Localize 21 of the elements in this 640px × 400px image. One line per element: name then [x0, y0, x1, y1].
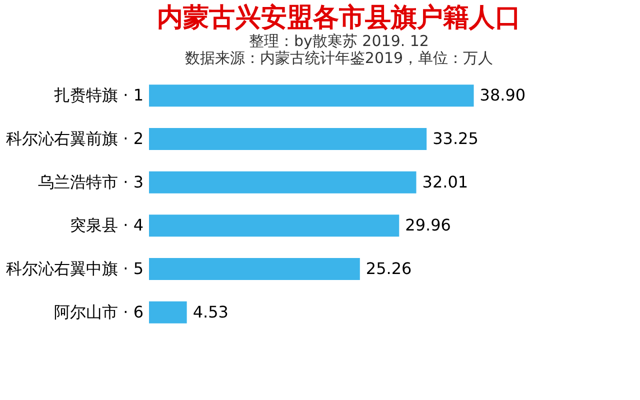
y-tick-label: 扎赉特旗 · 1: [54, 86, 144, 105]
chart-title: 内蒙古兴安盟各市县旗户籍人口: [157, 3, 521, 33]
bar: [149, 258, 360, 280]
chart-subtitle: 整理：by散寒苏 2019. 12: [249, 32, 429, 50]
y-tick-label: 科尔沁右翼前旗 · 2: [6, 129, 144, 148]
data-label: 29.96: [405, 216, 451, 235]
bar: [149, 214, 400, 237]
data-label: 33.25: [432, 129, 478, 148]
y-tick-label: 阿尔山市 · 6: [54, 302, 144, 322]
y-tick-label: 乌兰浩特市 · 3: [38, 172, 144, 192]
bar: [149, 128, 427, 150]
bar: [149, 84, 474, 107]
bar: [149, 301, 187, 324]
y-tick-label: 突泉县 · 4: [70, 216, 144, 235]
source-note: 数据来源：内蒙古统计年鉴2019，单位：万人: [184, 49, 494, 67]
data-label: 32.01: [422, 172, 468, 192]
data-label: 4.53: [192, 302, 228, 322]
data-label: 25.26: [366, 259, 412, 278]
y-tick-label: 科尔沁右翼中旗 · 5: [6, 259, 144, 278]
bar: [149, 171, 416, 194]
data-label: 38.90: [480, 86, 526, 105]
